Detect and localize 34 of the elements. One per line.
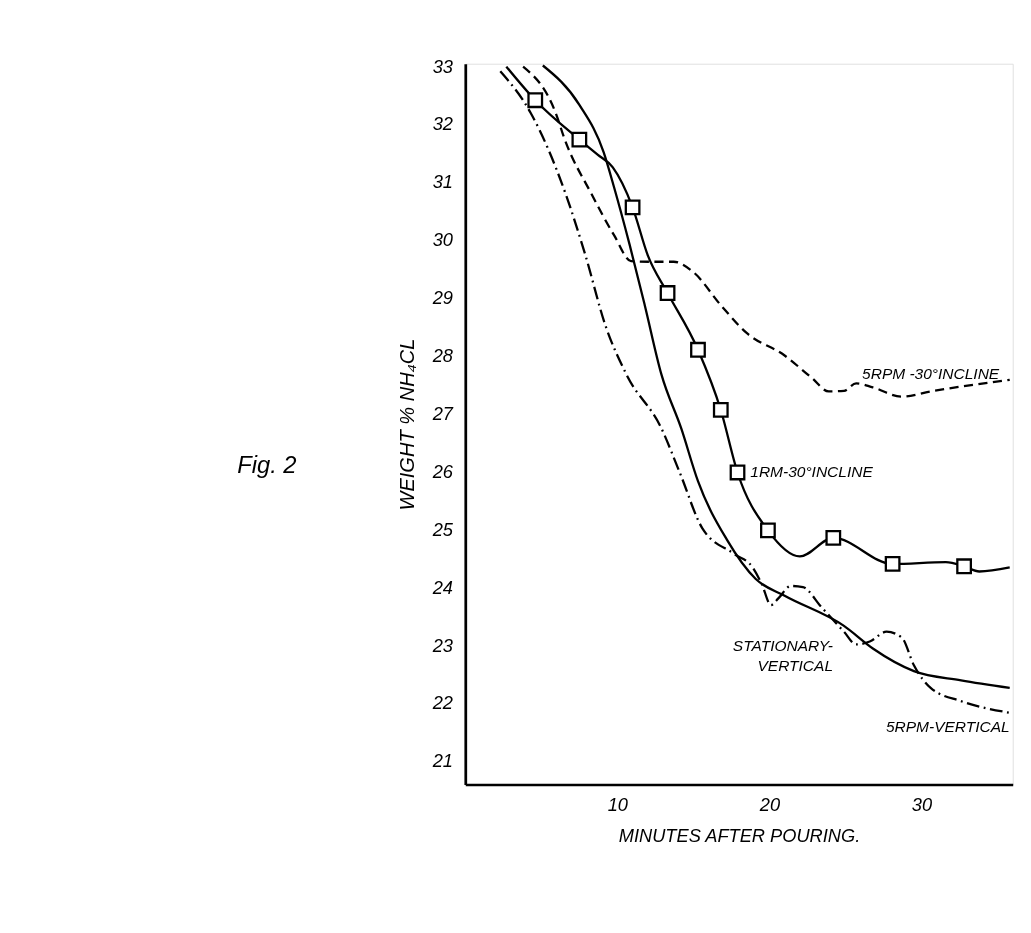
caption: Fig. 2 — [237, 451, 297, 478]
y-tick-label: 29 — [431, 287, 453, 309]
point — [884, 556, 901, 572]
series-label: 5RPM -30°INCLINE — [862, 364, 1000, 382]
series-label: STATIONARY- VERTICAL — [732, 636, 834, 674]
series-label: 5RPM-VERTICAL — [885, 717, 1010, 735]
point — [624, 199, 641, 216]
y-tick-label: 33 — [432, 55, 453, 77]
x-tick-label: 30 — [911, 793, 933, 815]
point — [659, 285, 676, 301]
point — [825, 530, 842, 546]
x-tick-label: 20 — [758, 793, 781, 815]
y-tick-label: 26 — [431, 460, 454, 482]
y-tick-label: 32 — [432, 113, 453, 135]
point — [690, 341, 706, 358]
y-tick-label: 28 — [431, 345, 454, 367]
point — [527, 92, 544, 109]
y-tick-label: 23 — [431, 634, 453, 656]
y-tick-label: 27 — [431, 402, 454, 424]
point — [712, 402, 729, 418]
y-tick-label: 24 — [431, 576, 453, 598]
y-tick-label: 30 — [432, 229, 453, 251]
y-tick-label: 25 — [431, 518, 454, 540]
point — [571, 131, 588, 148]
point — [729, 464, 746, 481]
point — [760, 522, 776, 539]
y-tick-label: 31 — [432, 171, 453, 193]
y-tick-label: 22 — [431, 692, 453, 714]
x-tick-label: 10 — [607, 793, 628, 815]
y-tick-label: 21 — [431, 750, 453, 772]
point — [956, 558, 972, 575]
series-label: 1RM-30°INCLINE — [750, 463, 874, 481]
y-axis-title: WEIGHT % NH₄CL — [395, 338, 418, 511]
x-axis-title: MINUTES AFTER POURING. — [618, 824, 861, 846]
